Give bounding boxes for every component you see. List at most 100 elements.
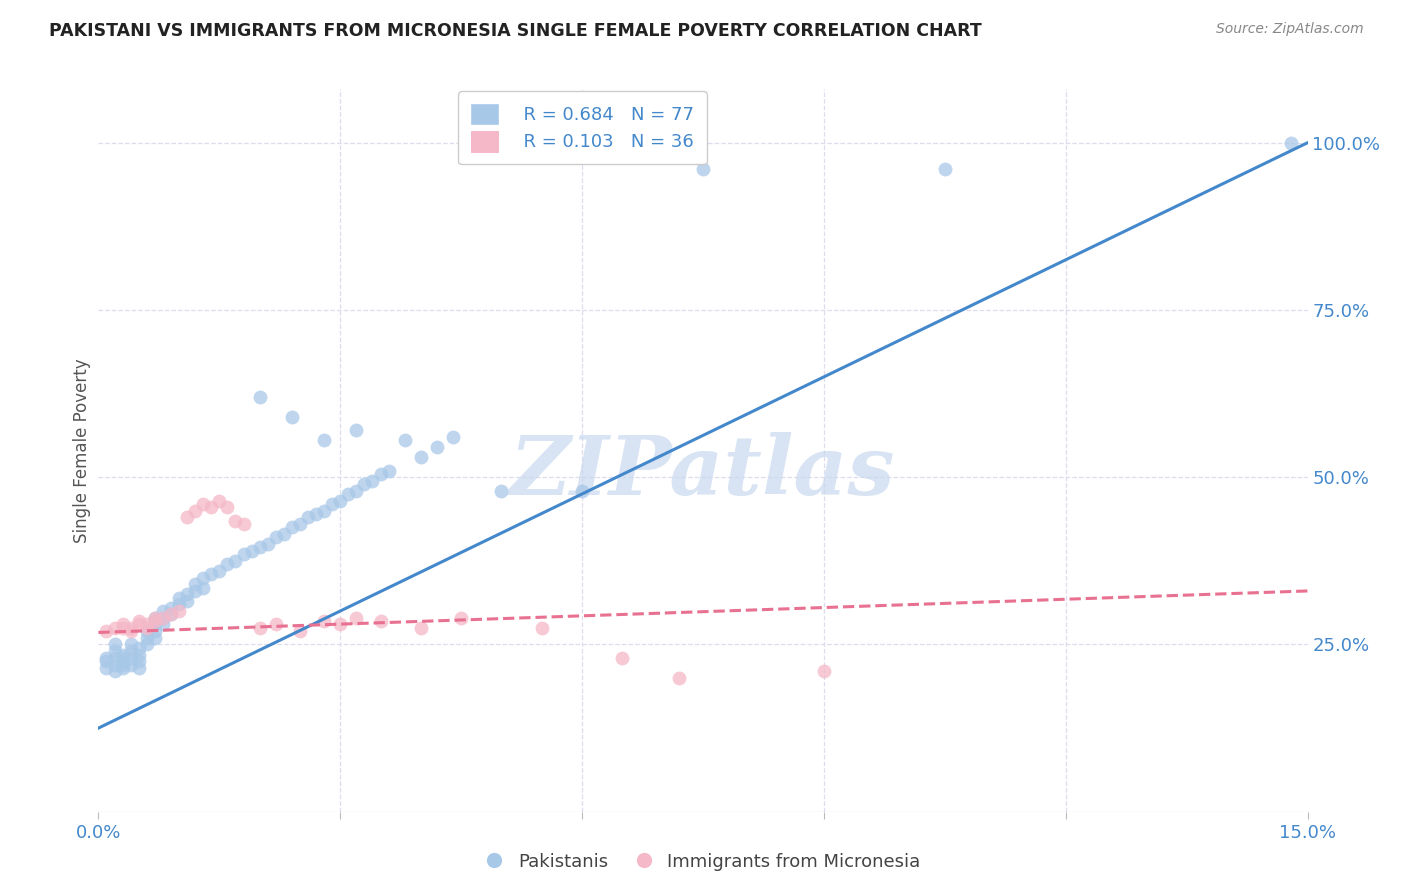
Point	[152, 611, 174, 625]
Point	[96, 654, 118, 668]
Point	[167, 598, 190, 612]
Point	[409, 621, 432, 635]
Point	[96, 624, 118, 639]
Point	[264, 617, 287, 632]
Point	[249, 541, 271, 555]
Point	[96, 661, 118, 675]
Point	[111, 648, 134, 662]
Point	[377, 464, 399, 478]
Point	[184, 577, 207, 591]
Point	[120, 651, 142, 665]
Point	[143, 631, 166, 645]
Point	[103, 644, 125, 658]
Point	[111, 661, 134, 675]
Point	[167, 604, 190, 618]
Point	[128, 648, 150, 662]
Point	[128, 614, 150, 628]
Point	[441, 430, 464, 444]
Point	[329, 617, 352, 632]
Point	[217, 500, 239, 515]
Point	[176, 594, 198, 608]
Point	[361, 474, 384, 488]
Point	[208, 564, 231, 578]
Point	[337, 487, 360, 501]
Point	[167, 591, 190, 605]
Point	[128, 617, 150, 632]
Point	[152, 617, 174, 632]
Point	[111, 657, 134, 672]
Point	[288, 517, 311, 532]
Point	[152, 611, 174, 625]
Point	[314, 503, 336, 517]
Point	[103, 637, 125, 651]
Point	[193, 571, 215, 585]
Point	[143, 614, 166, 628]
Point	[103, 651, 125, 665]
Point	[120, 621, 142, 635]
Point	[264, 530, 287, 544]
Point	[813, 664, 835, 679]
Point	[1281, 136, 1303, 150]
Point	[135, 631, 157, 645]
Text: ZIPatlas: ZIPatlas	[510, 432, 896, 512]
Point	[160, 607, 183, 622]
Point	[103, 657, 125, 672]
Point	[344, 611, 367, 625]
Point	[152, 604, 174, 618]
Point	[409, 450, 432, 465]
Point	[329, 493, 352, 508]
Point	[143, 611, 166, 625]
Y-axis label: Single Female Poverty: Single Female Poverty	[73, 359, 91, 542]
Point	[281, 410, 304, 425]
Point	[530, 621, 553, 635]
Point	[176, 587, 198, 601]
Point	[692, 162, 714, 177]
Point	[249, 621, 271, 635]
Point	[111, 654, 134, 668]
Point	[128, 640, 150, 655]
Point	[232, 547, 254, 561]
Point	[128, 654, 150, 668]
Point	[160, 607, 183, 622]
Point	[281, 520, 304, 534]
Point	[96, 651, 118, 665]
Point	[934, 162, 956, 177]
Point	[240, 543, 263, 558]
Point	[200, 500, 222, 515]
Point	[208, 493, 231, 508]
Point	[143, 611, 166, 625]
Point	[394, 434, 416, 448]
Legend:   R = 0.684   N = 77,   R = 0.103   N = 36: R = 0.684 N = 77, R = 0.103 N = 36	[458, 91, 707, 164]
Point	[314, 434, 336, 448]
Point	[111, 651, 134, 665]
Point	[135, 624, 157, 639]
Point	[450, 611, 472, 625]
Point	[128, 661, 150, 675]
Point	[224, 514, 246, 528]
Point	[135, 617, 157, 632]
Point	[612, 651, 634, 665]
Point	[297, 510, 319, 524]
Point	[305, 507, 328, 521]
Point	[184, 503, 207, 517]
Point	[273, 527, 295, 541]
Point	[193, 497, 215, 511]
Point	[232, 517, 254, 532]
Point	[120, 657, 142, 672]
Point	[160, 600, 183, 615]
Point	[256, 537, 278, 551]
Text: Source: ZipAtlas.com: Source: ZipAtlas.com	[1216, 22, 1364, 37]
Point	[135, 621, 157, 635]
Point	[288, 624, 311, 639]
Point	[426, 440, 449, 454]
Point	[120, 644, 142, 658]
Point	[370, 614, 392, 628]
Point	[143, 624, 166, 639]
Point	[571, 483, 593, 498]
Point	[120, 624, 142, 639]
Point	[491, 483, 513, 498]
Point	[344, 483, 367, 498]
Point	[249, 390, 271, 404]
Point	[344, 424, 367, 438]
Point	[103, 621, 125, 635]
